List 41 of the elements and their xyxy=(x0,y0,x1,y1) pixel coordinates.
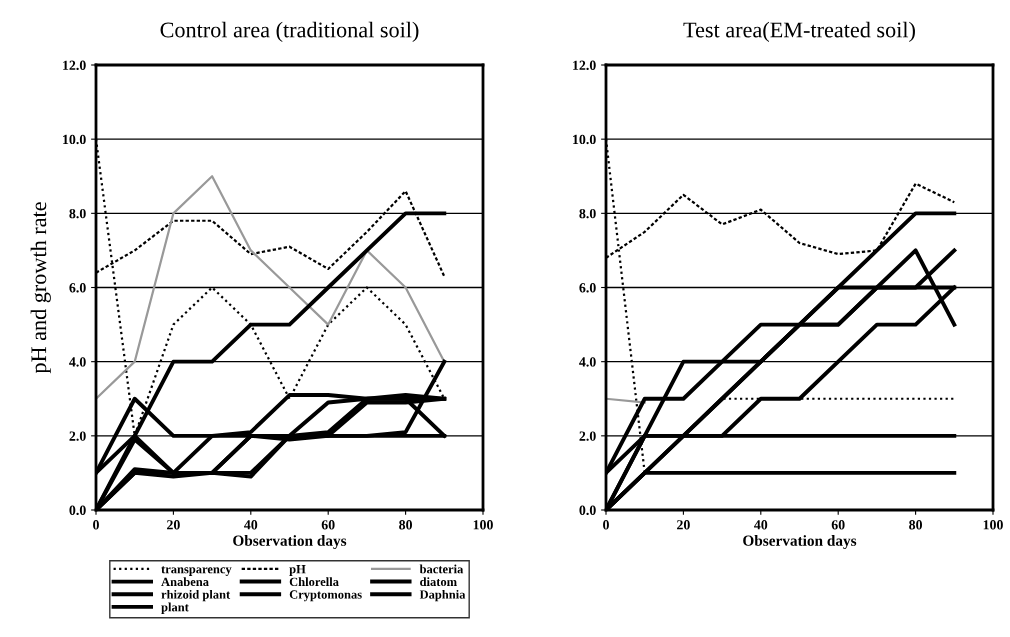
y-tick-label: 8.0 xyxy=(579,208,596,219)
legend-label: pH xyxy=(289,565,306,576)
x-axis-title: Observation days xyxy=(233,535,347,549)
legend-label: diatom xyxy=(420,577,457,587)
y-tick-label: 0.0 xyxy=(579,505,596,516)
y-tick-label: 2.0 xyxy=(69,431,86,441)
y-tick-label: 4.0 xyxy=(579,357,596,367)
y-tick-label: 10.0 xyxy=(63,134,86,145)
y-tick-label: 4.0 xyxy=(69,357,86,367)
x-tick-label: 60 xyxy=(831,520,845,530)
legend-label: Chlorella xyxy=(289,577,339,587)
x-tick-label: 100 xyxy=(473,520,493,530)
y-tick-label: 12.0 xyxy=(573,60,596,71)
y-tick-label: 0.0 xyxy=(69,505,86,516)
legend-label: rhizoid plant xyxy=(161,589,231,602)
y-tick-label: 8.0 xyxy=(69,208,86,219)
y-tick-label: 6.0 xyxy=(69,283,86,293)
chart-title: Test area(EM-treated soil) xyxy=(683,21,915,42)
x-axis-title: Observation days xyxy=(743,535,857,549)
y-tick-label: 2.0 xyxy=(579,431,596,441)
x-tick-label: 80 xyxy=(909,520,923,530)
x-tick-label: 80 xyxy=(399,520,413,530)
x-tick-label: 60 xyxy=(321,520,335,530)
x-tick-label: 20 xyxy=(677,520,690,530)
legend-label: bacteria xyxy=(419,564,464,574)
legend-label: Daphnia xyxy=(419,589,466,602)
x-tick-label: 40 xyxy=(754,520,768,530)
legend-label: transparency xyxy=(161,566,232,576)
chart-title: Control area (traditional soil) xyxy=(160,21,419,42)
y-tick-label: 6.0 xyxy=(579,283,596,293)
x-tick-label: 20 xyxy=(167,520,180,530)
y-tick-label: 10.0 xyxy=(573,134,596,145)
x-tick-label: 0 xyxy=(93,520,99,530)
x-tick-label: 40 xyxy=(244,520,258,530)
legend-label: Anabena xyxy=(161,577,209,587)
y-tick-label: 12.0 xyxy=(63,60,86,71)
legend-label: Cryptomonas xyxy=(289,590,362,602)
x-tick-label: 0 xyxy=(603,520,609,530)
legend-label: plant xyxy=(161,602,189,614)
y-axis-title: pH and growth rate xyxy=(30,202,51,374)
x-tick-label: 100 xyxy=(983,520,1003,530)
